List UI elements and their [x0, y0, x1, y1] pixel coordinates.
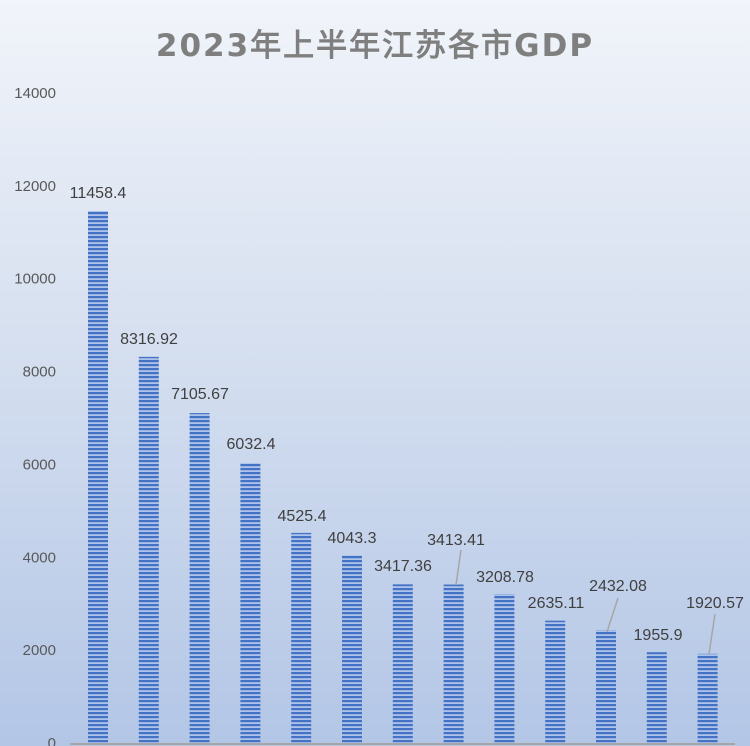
- data-label: 2432.08: [589, 578, 647, 595]
- bar: [392, 584, 413, 743]
- bar: [443, 584, 464, 743]
- y-tick-label: 12000: [14, 178, 56, 195]
- y-tick-label: 4000: [23, 549, 56, 566]
- bar: [545, 620, 566, 743]
- y-tick-label: 2000: [23, 642, 56, 659]
- data-label: 4043.3: [328, 530, 377, 547]
- y-tick-label: 10000: [14, 271, 56, 288]
- data-label: 3413.41: [427, 532, 485, 549]
- leader-line: [455, 549, 462, 586]
- data-label: 11458.4: [70, 185, 127, 202]
- leader-line: [606, 597, 619, 633]
- data-label: 6032.4: [227, 436, 276, 453]
- data-label: 3208.78: [476, 569, 534, 586]
- data-label: 7105.67: [171, 386, 229, 403]
- bar: [138, 356, 159, 743]
- y-tick-label: 14000: [14, 85, 56, 102]
- bar: [494, 594, 515, 743]
- leader-line: [708, 613, 716, 655]
- data-label: 8316.92: [120, 331, 178, 348]
- chart-title: 2023年上半年江苏各市GDP: [155, 28, 595, 64]
- bar: [88, 211, 108, 743]
- y-tick-label: 0: [48, 735, 56, 746]
- data-label: 4525.4: [278, 508, 327, 525]
- bar: [240, 462, 261, 743]
- data-label: 1955.9: [634, 627, 683, 644]
- bar: [646, 652, 667, 743]
- bar: [189, 413, 210, 743]
- bar: [697, 653, 718, 743]
- y-tick-label: 8000: [23, 364, 56, 381]
- bar: [342, 555, 362, 743]
- data-label: 3417.36: [374, 558, 432, 575]
- data-label: 2635.11: [528, 595, 585, 612]
- bar: [596, 630, 616, 743]
- y-tick-label: 6000: [23, 456, 56, 473]
- bar: [291, 532, 312, 743]
- data-label: 1920.57: [686, 595, 744, 612]
